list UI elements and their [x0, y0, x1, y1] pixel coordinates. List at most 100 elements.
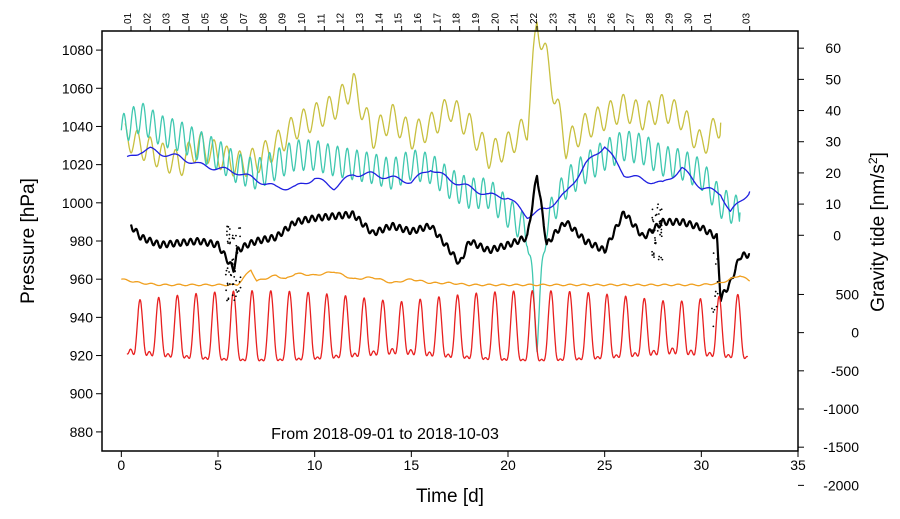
top-day-label: 06	[220, 12, 231, 24]
x-tick-label: 15	[404, 457, 420, 473]
outlier-point	[239, 286, 242, 289]
left-tick-label: 920	[70, 348, 94, 364]
outlier-point	[652, 220, 655, 223]
outlier-point	[715, 305, 718, 308]
outlier-point	[714, 295, 717, 297]
top-day-label: 26	[606, 12, 617, 24]
outlier-point	[656, 223, 658, 226]
outlier-point	[225, 269, 228, 272]
x-axis: 0 5 10 15 20 25 30 35	[117, 451, 806, 473]
outlier-point	[236, 291, 239, 293]
outlier-point	[716, 292, 719, 295]
outlier-point	[238, 280, 241, 283]
x-tick-label: 35	[790, 457, 806, 473]
right-upper-tick-label: 0	[833, 227, 841, 243]
outlier-point	[716, 258, 719, 260]
top-day-label: 16	[413, 12, 424, 24]
top-day-label: 04	[181, 12, 192, 24]
outlier-point	[231, 234, 234, 237]
outlier-point	[233, 267, 236, 270]
outlier-point	[235, 234, 237, 237]
outlier-point	[233, 237, 235, 240]
outlier-point	[651, 216, 654, 219]
left-tick-label: 1020	[62, 157, 93, 173]
top-day-label: 23	[548, 12, 559, 24]
outlier-point	[651, 250, 653, 253]
outlier-point	[239, 276, 242, 279]
x-tick-label: 20	[500, 457, 516, 473]
right-lower-tick-label: 0	[851, 325, 859, 341]
series-line-5	[126, 290, 749, 362]
outlier-point	[226, 299, 228, 302]
outlier-point	[233, 265, 236, 268]
outlier-point	[226, 282, 229, 285]
right-upper-tick-label: 40	[825, 103, 841, 119]
right-lower-tick-label: -500	[831, 363, 859, 379]
outlier-point	[228, 228, 231, 230]
outlier-point	[239, 235, 241, 238]
top-day-label: 10	[297, 12, 308, 24]
outlier-point	[660, 208, 663, 211]
outlier-point	[233, 263, 236, 266]
left-tick-label: 1000	[62, 195, 93, 211]
right-axis-title-suffix: ]	[868, 152, 889, 157]
left-tick-label: 1080	[62, 42, 93, 58]
top-day-label: 01	[123, 12, 134, 24]
outlier-point	[233, 275, 236, 278]
outlier-point	[236, 252, 239, 255]
top-day-label: 20	[490, 12, 501, 24]
outlier-point	[228, 233, 231, 236]
left-tick-label: 880	[70, 424, 94, 440]
outlier-point	[227, 242, 230, 244]
outlier-point	[655, 213, 658, 216]
top-day-label: 28	[645, 12, 656, 24]
outlier-point	[712, 325, 715, 328]
x-tick-label: 25	[597, 457, 613, 473]
right-lower-tick-label: -1000	[823, 401, 859, 417]
outlier-point	[228, 271, 230, 273]
right-upper-tick-label: 60	[825, 40, 841, 56]
top-day-label: 01	[703, 12, 714, 24]
outlier-point	[658, 226, 661, 228]
outlier-point	[660, 235, 663, 238]
top-day-label: 24	[568, 12, 579, 24]
series-layer	[120, 21, 751, 362]
top-day-label: 08	[258, 12, 269, 24]
outlier-point	[652, 231, 655, 234]
series-line-1	[120, 102, 741, 353]
x-axis-title: Time [d]	[416, 486, 484, 507]
outlier-point	[658, 255, 661, 258]
top-day-label: 07	[239, 12, 250, 24]
left-y-axis: 880 900 920 940 960 980 1000 1020 1040 1060 1080	[62, 42, 102, 440]
left-tick-label: 980	[70, 233, 94, 249]
x-tick-label: 0	[117, 457, 125, 473]
top-day-label: 03	[162, 12, 173, 24]
right-lower-tick-label: 500	[836, 286, 860, 302]
outlier-point	[231, 267, 234, 270]
outlier-point	[226, 225, 229, 228]
outlier-point	[231, 294, 234, 297]
series-line-2	[126, 146, 751, 220]
outlier-point	[231, 263, 234, 266]
x-tick-label: 5	[214, 457, 222, 473]
outlier-point	[712, 311, 715, 313]
outlier-point	[232, 283, 234, 285]
outlier-point	[712, 252, 715, 255]
outlier-point	[234, 270, 236, 273]
outlier-point	[659, 209, 662, 211]
x-tick-label: 10	[307, 457, 323, 473]
outlier-point	[235, 279, 238, 282]
outlier-point	[651, 218, 654, 221]
outlier-point	[661, 258, 664, 261]
outlier-point	[651, 254, 654, 256]
top-day-label: 02	[142, 12, 153, 24]
left-axis-title: Pressure [hPa]	[18, 178, 39, 304]
top-day-label: 17	[432, 12, 443, 24]
outlier-point	[657, 258, 660, 261]
outlier-point	[235, 247, 238, 250]
outlier-point	[226, 240, 229, 243]
outlier-point	[652, 252, 655, 255]
top-day-label: 30	[684, 12, 695, 24]
outlier-point	[225, 289, 228, 292]
